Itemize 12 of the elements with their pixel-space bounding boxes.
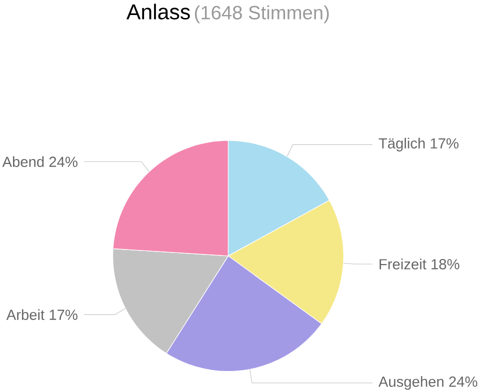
data-label: 17% [430,138,458,148]
slice-label: Freizeit [380,258,426,270]
slice-label: Abend [2,156,44,168]
data-label: 24% [49,156,78,167]
slice-label: Arbeit [6,309,44,320]
data-label: 17% [50,310,78,320]
data-label: 18% [432,259,460,270]
slice-label: Ausgehen [378,376,444,390]
data-label: 24% [449,376,478,387]
slice-label: Täglich [378,138,425,152]
chart-subtitle: (1648 Stimmen) [194,5,329,24]
chart-title: Anlass [126,4,190,20]
